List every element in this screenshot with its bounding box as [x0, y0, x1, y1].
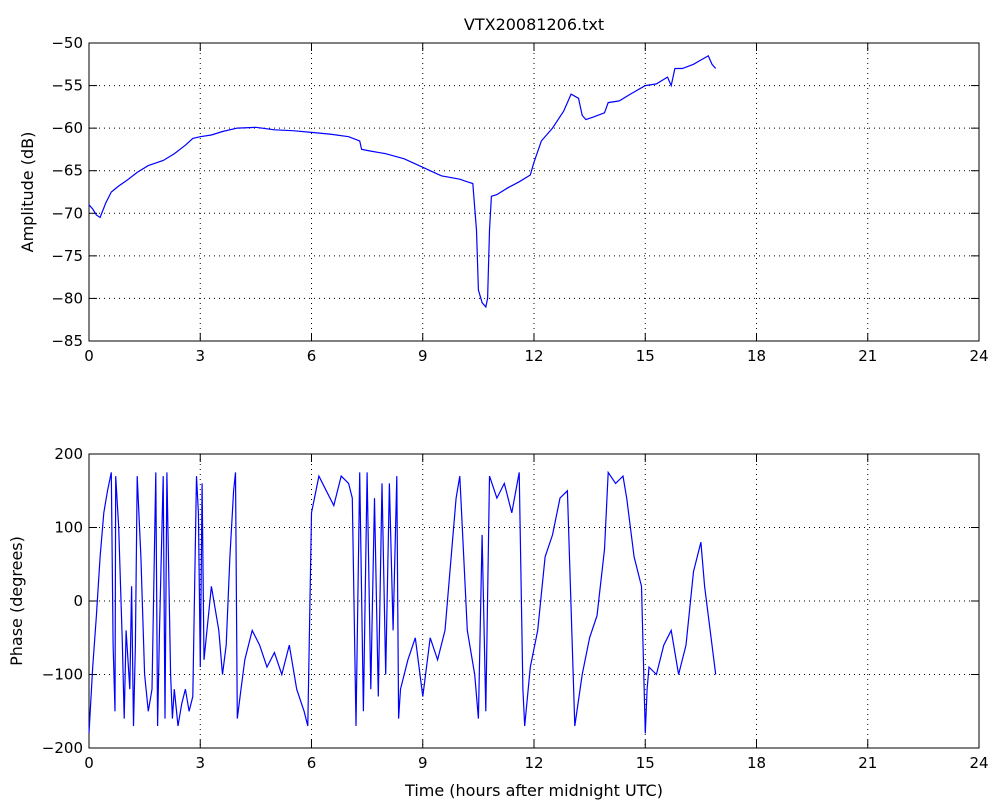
phase-y-tick-label: −200 [42, 739, 83, 757]
phase-y-tick-label: −100 [42, 666, 83, 684]
amplitude-series-line [88, 54, 717, 309]
amplitude-x-tick-label: 15 [636, 347, 655, 365]
amplitude-y-tick-label: −65 [51, 162, 83, 180]
phase-x-tick-label: 9 [418, 754, 428, 772]
phase-y-tick-label: 0 [73, 592, 83, 610]
phase-x-tick-label: 24 [969, 754, 988, 772]
phase-x-tick-label: 12 [524, 754, 543, 772]
amplitude-y-tick-label: −80 [51, 289, 83, 307]
amplitude-y-tick-label: −70 [51, 204, 83, 222]
phase-x-tick-label: 18 [747, 754, 766, 772]
amplitude-grid [89, 43, 979, 341]
amplitude-y-tick-label: −85 [51, 332, 83, 350]
amplitude-x-tick-label: 9 [418, 347, 428, 365]
amplitude-y-tick-label: −55 [51, 77, 83, 95]
phase-tick-labels: 0 3 6 9 12 15 18 21 24 −200 −100 0 100 200 [42, 445, 989, 772]
amplitude-tick-labels: 0 3 6 9 12 15 18 21 24 −85 −80 −75 −70 −65 −60 −55 −50 [51, 34, 988, 365]
amplitude-y-tick-label: −50 [51, 34, 83, 52]
phase-y-tick-label: 100 [54, 519, 83, 537]
phase-x-tick-label: 0 [84, 754, 94, 772]
phase-x-tick-label: 21 [858, 754, 877, 772]
amplitude-y-tick-label: −60 [51, 119, 83, 137]
phase-y-axis-label: Phase (degrees) [7, 536, 26, 666]
amplitude-x-tick-label: 21 [858, 347, 877, 365]
amplitude-x-tick-label: 18 [747, 347, 766, 365]
chart-title: VTX20081206.txt [464, 15, 604, 34]
amplitude-x-tick-label: 12 [524, 347, 543, 365]
amplitude-x-tick-label: 0 [84, 347, 94, 365]
phase-grid [89, 454, 979, 748]
amplitude-x-tick-label: 6 [307, 347, 317, 365]
amplitude-plot-area [88, 42, 980, 342]
phase-y-tick-label: 200 [54, 445, 83, 463]
phase-x-tick-label: 15 [636, 754, 655, 772]
phase-x-axis-label: Time (hours after midnight UTC) [404, 781, 663, 800]
phase-x-tick-label: 6 [307, 754, 317, 772]
phase-x-tick-label: 3 [195, 754, 205, 772]
amplitude-x-tick-label: 24 [969, 347, 988, 365]
amplitude-y-tick-label: −75 [51, 247, 83, 265]
phase-series-line [88, 470, 717, 734]
amplitude-y-axis-label: Amplitude (dB) [18, 132, 37, 253]
phase-axes: 0 3 6 9 12 15 18 21 24 −200 −100 0 100 200 Phase (deg… [7, 445, 989, 800]
amplitude-x-tick-label: 3 [195, 347, 205, 365]
amplitude-axes: 0 3 6 9 12 15 18 21 24 −85 −80 −75 −70 −65 −60 −55 −50 A… [18, 34, 989, 365]
